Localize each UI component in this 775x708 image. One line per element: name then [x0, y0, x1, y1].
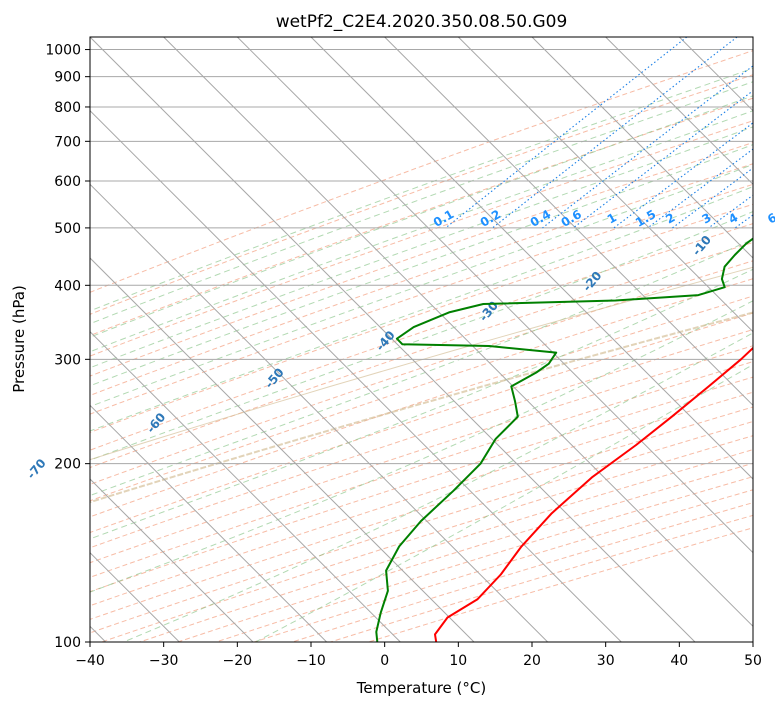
isotherm [90, 330, 401, 642]
mixing-ratio-label: 0.2 [478, 207, 503, 230]
moist-adiabat [123, 332, 753, 642]
moist-adiabat [90, 81, 753, 325]
x-tick-label: −30 [149, 653, 179, 669]
mixing-ratio-line [492, 37, 738, 229]
y-axis-ticks: 100 200 300 400 500 600 700 800 900 1000 [45, 43, 90, 651]
dry-adiabat-label: -30 [476, 299, 501, 325]
isotherm [678, 37, 753, 112]
dry-adiabat [90, 312, 753, 534]
dry-adiabat [215, 476, 753, 642]
mixing-ratio-lines [445, 37, 753, 229]
x-tick-label: −20 [223, 653, 253, 669]
dry-adiabat-label: -70 [24, 456, 49, 482]
dry-adiabat [90, 278, 753, 502]
dry-adiabat [90, 345, 753, 564]
x-tick-label: −40 [75, 653, 105, 669]
isotherm [90, 478, 254, 642]
dry-adiabat [90, 97, 753, 337]
isotherm [310, 37, 753, 480]
mixing-ratio-label: 3 [699, 210, 713, 226]
y-tick-label: 400 [54, 278, 81, 294]
dry-adiabat [177, 462, 753, 642]
x-tick-label: 30 [597, 653, 615, 669]
isotherm [90, 37, 696, 642]
dry-adiabat [90, 295, 753, 518]
dry-adiabat-label: -60 [144, 410, 169, 436]
mixing-ratio-line [734, 214, 753, 229]
mixing-ratio-label: 2 [663, 210, 677, 226]
x-tick-label: 0 [380, 653, 389, 669]
isotherm [752, 37, 753, 38]
y-axis-label: Pressure (hPa) [10, 285, 28, 393]
moist-adiabat [90, 67, 753, 312]
dry-adiabat [90, 163, 753, 396]
isotherm [531, 37, 753, 259]
background-labels: 0.10.20.40.611.52346810131620253036-100-… [24, 207, 775, 482]
isotherm [457, 37, 753, 333]
mixing-ratio-label: 4 [726, 210, 740, 226]
mixing-ratio-line [672, 167, 753, 229]
dry-adiabat [101, 435, 753, 642]
dry-adiabat [90, 260, 753, 485]
mixing-ratio-line [542, 65, 753, 229]
dry-adiabat [292, 502, 753, 642]
moist-adiabat [90, 238, 753, 497]
mixing-ratio-label: 6 [765, 210, 775, 226]
x-tick-label: −10 [296, 653, 326, 669]
y-tick-label: 200 [54, 457, 81, 473]
mixing-ratio-line [572, 90, 753, 229]
dry-adiabat [90, 223, 753, 451]
temperature-profile [434, 346, 753, 642]
y-tick-label: 800 [54, 100, 81, 116]
moist-adiabat [90, 95, 753, 338]
x-axis-ticks: −40 −30 −20 −10 0 10 20 30 40 50 [75, 642, 762, 669]
dry-adiabat [90, 329, 753, 549]
plot-frame [89, 36, 754, 643]
isotherm [236, 37, 753, 554]
moist-adiabat [90, 144, 753, 387]
x-tick-label: 40 [670, 653, 688, 669]
dry-adiabat-label: -50 [262, 365, 287, 391]
chart-title: wetPf2_C2E4.2020.350.08.50.G09 [276, 12, 568, 32]
y-tick-label: 300 [54, 352, 81, 368]
isotherm [605, 37, 753, 186]
x-tick-label: 10 [449, 653, 467, 669]
dry-adiabat [368, 527, 753, 642]
auxiliary-curve [90, 266, 753, 461]
x-tick-label: 20 [523, 653, 541, 669]
moist-adiabat [90, 268, 753, 540]
profile-series [375, 237, 753, 642]
y-tick-label: 1000 [45, 43, 81, 59]
isotherm [163, 37, 753, 628]
isotherm [90, 404, 328, 642]
x-tick-label: 50 [744, 653, 762, 669]
y-tick-label: 600 [54, 174, 81, 190]
grid [90, 37, 753, 642]
dry-adiabat [90, 142, 753, 377]
auxiliary-curve [90, 311, 753, 504]
dry-adiabat-label: -10 [689, 233, 714, 259]
dewpoint-profile [375, 237, 753, 642]
isotherm [90, 257, 475, 642]
isotherm [90, 183, 549, 642]
moist-adiabat [90, 163, 753, 408]
mixing-ratio-label: 1 [605, 210, 619, 226]
mixing-ratio-label: 0.1 [431, 207, 456, 230]
dry-adiabat [90, 241, 753, 469]
y-tick-label: 500 [54, 221, 81, 237]
y-tick-label: 700 [54, 134, 81, 150]
dry-adiabat [90, 361, 753, 578]
isotherm [90, 109, 622, 642]
moist-adiabat [90, 186, 753, 432]
y-tick-label: 900 [54, 70, 81, 86]
dry-adiabat-label: -40 [373, 328, 398, 354]
dry-adiabat [90, 376, 753, 593]
isotherm [384, 37, 753, 407]
dry-adiabat [90, 391, 753, 607]
x-axis-label: Temperature (°C) [356, 679, 486, 697]
y-tick-label: 100 [54, 635, 81, 651]
dry-adiabat [90, 50, 753, 293]
